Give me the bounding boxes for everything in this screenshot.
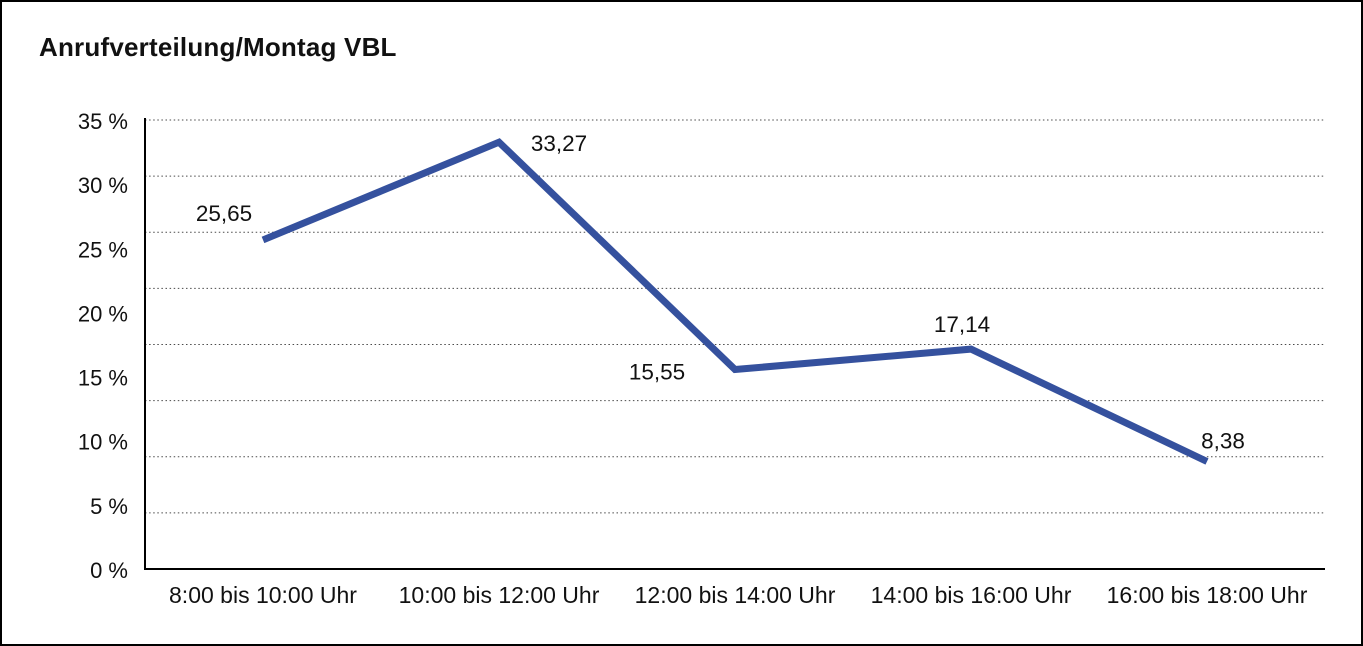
y-tick-label: 30 % xyxy=(78,173,128,198)
x-tick-label: 16:00 bis 18:00 Uhr xyxy=(1107,582,1308,608)
y-tick-label: 20 % xyxy=(78,301,128,326)
x-tick-label: 8:00 bis 10:00 Uhr xyxy=(169,582,357,608)
data-label: 33,27 xyxy=(531,131,587,156)
data-label: 8,38 xyxy=(1201,428,1245,453)
y-tick-label: 25 % xyxy=(78,237,128,262)
x-tick-label: 10:00 bis 12:00 Uhr xyxy=(399,582,600,608)
y-tick-label: 5 % xyxy=(90,494,128,519)
x-tick-label: 12:00 bis 14:00 Uhr xyxy=(635,582,836,608)
data-label: 17,14 xyxy=(934,312,990,337)
y-tick-label: 10 % xyxy=(78,430,128,455)
y-tick-label: 15 % xyxy=(78,366,128,391)
data-label: 15,55 xyxy=(629,360,685,385)
x-tick-label: 14:00 bis 16:00 Uhr xyxy=(871,582,1072,608)
data-label: 25,65 xyxy=(196,201,252,226)
chart-title: Anrufverteilung/Montag VBL xyxy=(39,32,397,62)
y-tick-label: 35 % xyxy=(78,109,128,134)
y-tick-label: 0 % xyxy=(90,558,128,583)
data-line xyxy=(261,138,1209,465)
